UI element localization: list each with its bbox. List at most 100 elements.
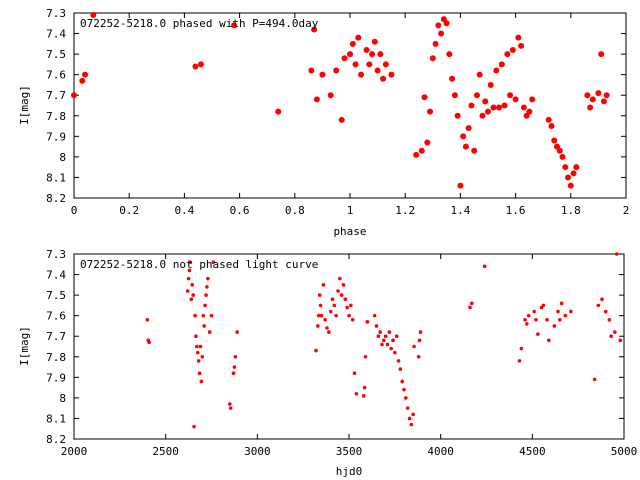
x-tick-label: 0	[71, 204, 78, 217]
data-point	[200, 354, 205, 359]
x-axis-label-phased: phase	[333, 225, 366, 238]
y-tick-label: 8.1	[46, 171, 66, 184]
data-point	[596, 303, 601, 308]
data-point	[387, 330, 392, 334]
data-point	[313, 96, 320, 103]
data-point	[498, 61, 505, 68]
data-point	[385, 342, 390, 347]
plot-frame-unphased	[73, 253, 625, 440]
y-tick-label: 7.9	[46, 130, 66, 143]
data-point	[517, 359, 522, 363]
data-point	[424, 139, 431, 146]
data-point	[468, 102, 475, 109]
data-point	[487, 81, 494, 88]
y-tick-label: 7.5	[46, 289, 66, 302]
data-point	[314, 348, 318, 353]
y-tick-label: 7.3	[46, 7, 66, 20]
data-point	[598, 51, 605, 58]
data-point	[613, 330, 617, 334]
data-point	[551, 137, 558, 144]
y-tick-label: 7.7	[46, 89, 66, 102]
data-point	[206, 276, 210, 281]
data-point	[446, 51, 453, 58]
data-point	[567, 182, 574, 189]
data-point	[352, 61, 359, 68]
data-point	[233, 354, 238, 359]
data-point	[556, 147, 563, 154]
data-point	[319, 71, 326, 78]
data-point	[380, 342, 384, 347]
data-point	[349, 303, 353, 308]
data-point	[203, 303, 207, 308]
data-point	[327, 92, 334, 99]
data-point	[400, 379, 404, 384]
data-point	[316, 324, 320, 328]
data-point	[587, 104, 594, 111]
data-point	[438, 30, 445, 37]
data-point	[347, 51, 353, 58]
data-point	[393, 350, 397, 355]
data-point	[468, 305, 472, 310]
data-point	[417, 338, 422, 343]
data-point	[327, 330, 331, 334]
data-point	[548, 123, 555, 130]
data-point	[418, 147, 425, 154]
data-point	[147, 340, 151, 345]
data-point	[196, 359, 201, 363]
data-point	[529, 96, 536, 103]
data-point	[563, 313, 568, 318]
y-tick-label: 7.6	[46, 310, 66, 323]
data-point	[79, 77, 86, 84]
data-point	[330, 297, 335, 302]
y-tick-label: 7.7	[46, 330, 66, 343]
x-tick-label: 0.6	[230, 204, 250, 217]
data-point	[518, 42, 525, 49]
data-point	[584, 92, 591, 99]
data-point	[525, 322, 529, 326]
data-point	[600, 297, 604, 302]
y-tick-label: 7.9	[46, 371, 66, 384]
data-point	[589, 96, 596, 103]
y-tick-label: 8.2	[46, 433, 66, 446]
data-point	[378, 330, 382, 334]
data-point	[188, 260, 193, 265]
data-point	[558, 317, 562, 322]
data-point	[195, 344, 199, 349]
data-points-unphased	[145, 252, 623, 429]
data-point	[526, 108, 533, 115]
x-tick-label: 4000	[427, 445, 454, 458]
data-point	[366, 61, 373, 68]
data-point	[413, 151, 420, 158]
y-tick-label: 8	[59, 151, 66, 164]
y-axis-label-phased: I[mag]	[18, 85, 31, 125]
data-point	[352, 371, 357, 376]
data-point	[231, 371, 236, 376]
x-tick-label: 0.2	[119, 204, 139, 217]
data-point	[607, 317, 612, 322]
data-point	[388, 71, 395, 78]
data-point	[228, 406, 233, 410]
data-point	[507, 92, 514, 99]
data-point	[404, 396, 408, 400]
data-point	[317, 293, 322, 297]
data-point	[228, 402, 232, 406]
data-point	[545, 116, 552, 123]
data-point	[421, 94, 428, 101]
data-point	[462, 143, 469, 150]
data-point	[377, 51, 384, 58]
data-point	[526, 313, 531, 318]
data-point	[398, 367, 403, 371]
data-point	[465, 125, 472, 132]
x-tick-label: 1.4	[450, 204, 470, 217]
data-point	[382, 338, 386, 343]
data-point	[592, 377, 597, 382]
data-point	[90, 12, 97, 19]
data-point	[520, 104, 527, 111]
data-point	[332, 303, 337, 308]
y-tick-label: 7.6	[46, 69, 66, 82]
data-point	[191, 293, 195, 297]
y-tick-label: 8	[59, 392, 66, 405]
data-point	[354, 391, 359, 396]
data-point	[355, 34, 362, 41]
